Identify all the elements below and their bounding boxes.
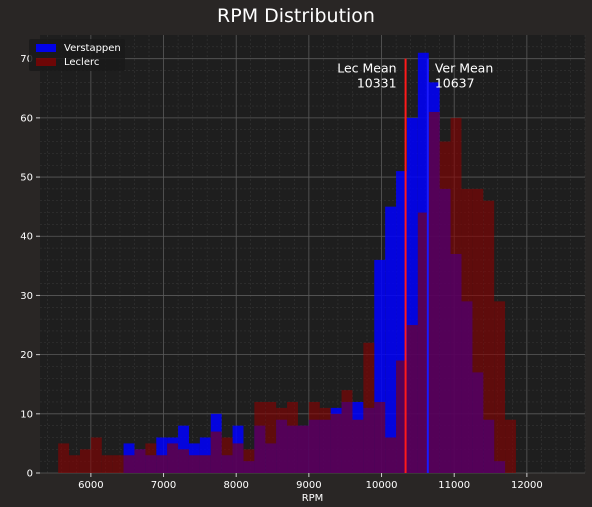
ver-mean-annotation-value: 10637 (435, 76, 475, 91)
leclerc-bar (374, 401, 386, 473)
y-tick-label: 0 (27, 469, 33, 480)
x-tick-label: 12000 (511, 480, 543, 491)
verstappen-bar (406, 117, 418, 473)
leclerc-bar (221, 437, 233, 473)
leclerc-bar (232, 443, 244, 473)
leclerc-bar (396, 360, 407, 473)
leclerc-bar (341, 390, 353, 473)
leclerc-bar (308, 401, 320, 473)
verstappen-bar (396, 171, 407, 473)
leclerc-bar (210, 431, 222, 473)
lec-mean-annotation-label: Lec Mean (337, 61, 396, 76)
leclerc-series (58, 111, 516, 474)
leclerc-bar (145, 443, 157, 473)
x-tick-label: 10000 (366, 480, 398, 491)
leclerc-bar (297, 425, 309, 473)
leclerc-bar (156, 455, 168, 473)
y-tick-label: 20 (20, 350, 33, 361)
y-tick-label: 40 (20, 232, 33, 243)
x-tick-label: 9000 (296, 480, 321, 491)
verstappen-bar (374, 259, 386, 473)
legend: Verstappen Leclerc (29, 39, 125, 71)
verstappen-bar (156, 437, 168, 473)
minor-grid (40, 35, 586, 473)
x-tick-label: 11000 (438, 480, 470, 491)
legend-swatch-verstappen (36, 44, 56, 52)
leclerc-bar (276, 407, 288, 473)
lec-mean-annotation-value: 10331 (357, 76, 397, 91)
leclerc-bar (79, 449, 91, 473)
leclerc-bar (352, 419, 364, 473)
leclerc-bar (101, 455, 113, 473)
leclerc-bar (406, 325, 418, 473)
y-tick-label: 30 (20, 291, 33, 302)
leclerc-bar (287, 401, 298, 473)
leclerc-bar (472, 188, 484, 473)
leclerc-bar (363, 342, 375, 473)
leclerc-bar (58, 443, 70, 473)
leclerc-bar (265, 401, 277, 473)
y-tick-label: 60 (20, 113, 33, 124)
legend-label-verstappen: Verstappen (64, 43, 121, 54)
x-tick-label: 6000 (78, 480, 103, 491)
leclerc-bar (385, 437, 397, 473)
y-tick-label: 70 (20, 54, 33, 65)
leclerc-bar (243, 449, 255, 473)
chart-title: RPM Distribution (217, 5, 375, 27)
legend-label-leclerc: Leclerc (64, 57, 99, 68)
y-axis-ticks: 0 10 20 30 40 50 60 70 (20, 54, 40, 480)
leclerc-bar (319, 407, 331, 473)
x-tick-label: 7000 (151, 480, 176, 491)
leclerc-bar (167, 443, 179, 473)
y-tick-label: 50 (20, 173, 33, 184)
leclerc-bar (90, 437, 102, 473)
leclerc-bar (330, 413, 342, 473)
ver-mean-annotation-label: Ver Mean (435, 61, 493, 76)
leclerc-bar (461, 188, 473, 473)
leclerc-bar (112, 455, 124, 473)
x-axis-ticks: 6000 7000 8000 9000 10000 11000 12000 (78, 473, 543, 491)
y-tick-label: 10 (20, 409, 33, 420)
x-axis-label: RPM (302, 493, 324, 504)
x-tick-label: 8000 (223, 480, 248, 491)
leclerc-bar (134, 449, 146, 473)
leclerc-bar (428, 111, 440, 473)
verstappen-bar (385, 206, 397, 473)
leclerc-bar (199, 455, 211, 473)
leclerc-bar (505, 419, 516, 473)
leclerc-bar (69, 455, 80, 473)
leclerc-bar (178, 449, 189, 473)
leclerc-bar (417, 212, 429, 473)
leclerc-bar (450, 117, 462, 473)
leclerc-bar (254, 401, 266, 473)
verstappen-bar (199, 437, 211, 473)
leclerc-bar (483, 200, 495, 473)
leclerc-bar (439, 141, 451, 474)
leclerc-bar (123, 455, 135, 473)
leclerc-bar (188, 455, 200, 473)
leclerc-bar (494, 301, 506, 473)
legend-swatch-leclerc (36, 58, 56, 66)
